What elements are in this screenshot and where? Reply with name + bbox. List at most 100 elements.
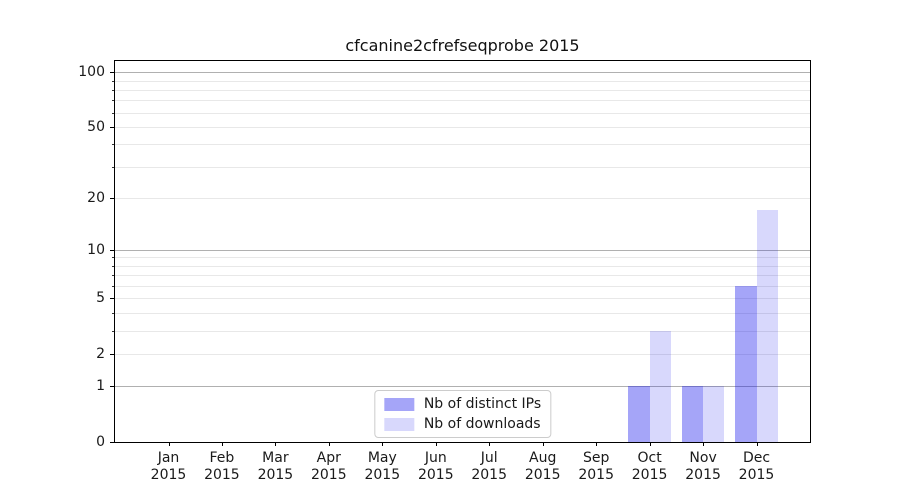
bar xyxy=(703,386,725,442)
x-tick-month: Jun xyxy=(424,450,447,466)
y-axis-tick xyxy=(110,353,114,355)
gridline-minor xyxy=(115,265,810,267)
bar xyxy=(628,386,650,442)
x-axis-tick-label: Feb 2015 xyxy=(190,450,254,484)
y-axis-minor-tick xyxy=(112,313,114,314)
x-tick-month: Apr xyxy=(316,450,341,466)
y-axis-minor-tick xyxy=(112,275,114,277)
x-axis-tick xyxy=(756,442,758,446)
x-tick-year: 2015 xyxy=(738,467,775,484)
gridline-minor xyxy=(115,100,810,102)
x-tick-month: Nov xyxy=(689,450,717,466)
x-axis-tick-label: Oct 2015 xyxy=(618,450,682,484)
legend: Nb of distinct IPs Nb of downloads xyxy=(373,390,552,438)
x-tick-month: Mar xyxy=(262,450,289,466)
y-axis-tick xyxy=(110,442,114,443)
x-axis-tick-label: Sep 2015 xyxy=(564,450,628,484)
x-axis-tick xyxy=(489,442,491,446)
bar xyxy=(681,386,704,442)
x-axis-tick-label: Jul 2015 xyxy=(457,450,521,484)
x-tick-year: 2015 xyxy=(417,467,454,484)
x-tick-month: Aug xyxy=(529,450,557,466)
legend-item: Nb of distinct IPs xyxy=(383,396,542,412)
gridline-major xyxy=(115,72,810,74)
gridline-minor xyxy=(115,298,810,300)
y-axis-tick xyxy=(110,386,114,388)
y-axis-tick xyxy=(110,298,114,300)
gridline-minor xyxy=(115,286,810,287)
y-axis-tick-label: 50 xyxy=(87,118,105,135)
x-tick-month: May xyxy=(367,450,397,466)
y-axis-tick-label: 0 xyxy=(96,434,105,450)
x-axis-tick-label: May 2015 xyxy=(350,450,414,484)
x-axis-tick xyxy=(435,442,437,446)
y-axis-tick xyxy=(110,198,114,199)
x-tick-month: Sep xyxy=(582,450,610,466)
gridline-minor xyxy=(115,257,810,259)
x-axis-tick-label: Apr 2015 xyxy=(297,450,361,484)
bar xyxy=(649,330,671,442)
x-tick-year: 2015 xyxy=(310,467,347,484)
legend-swatch xyxy=(383,417,414,431)
gridline-major xyxy=(115,386,810,388)
y-axis-minor-tick xyxy=(112,286,114,287)
x-axis-tick xyxy=(649,442,651,446)
y-axis-tick xyxy=(110,126,114,128)
bar xyxy=(735,286,757,442)
y-axis-minor-tick xyxy=(112,265,114,267)
gridline-minor xyxy=(115,198,810,199)
gridline-minor xyxy=(115,89,810,91)
x-axis-tick xyxy=(382,442,384,446)
y-axis-minor-tick xyxy=(112,330,114,332)
y-axis-tick-label: 100 xyxy=(78,64,105,81)
legend-label: Nb of downloads xyxy=(423,416,541,432)
y-axis-tick-label: 20 xyxy=(87,190,105,206)
y-axis-tick-label: 5 xyxy=(96,290,105,307)
x-tick-month: Feb xyxy=(209,450,235,466)
x-axis-tick-label: Dec 2015 xyxy=(725,450,789,484)
y-axis-tick xyxy=(110,249,114,251)
y-axis-tick xyxy=(110,72,114,74)
x-tick-year: 2015 xyxy=(150,467,187,484)
gridline-minor xyxy=(115,330,810,332)
gridline-minor xyxy=(115,313,810,314)
x-tick-year: 2015 xyxy=(631,467,668,484)
x-axis-tick xyxy=(275,442,277,446)
x-tick-year: 2015 xyxy=(204,467,240,484)
x-axis-tick xyxy=(221,442,223,446)
gridline-minor xyxy=(115,275,810,277)
y-axis-tick-label: 2 xyxy=(96,345,105,362)
x-axis-tick xyxy=(703,442,705,446)
x-tick-year: 2015 xyxy=(364,467,401,484)
x-axis-tick-label: Jun 2015 xyxy=(404,450,468,484)
y-axis-minor-tick xyxy=(112,112,114,114)
y-axis-minor-tick xyxy=(112,89,114,91)
bar xyxy=(756,210,778,442)
legend-swatch xyxy=(383,397,414,411)
legend-label: Nb of distinct IPs xyxy=(423,396,542,412)
x-tick-year: 2015 xyxy=(524,467,561,484)
chart-title: cfcanine2cfrefseqprobe 2015 xyxy=(345,36,580,55)
x-tick-month: Oct xyxy=(637,450,662,466)
plot-area: 0 1 2 5 10 20 50 100 Jan 2015 Feb 2015 Mar 2015 Apr 201… xyxy=(78,60,811,483)
gridline-major xyxy=(115,249,810,251)
x-tick-year: 2015 xyxy=(257,467,294,484)
y-axis-minor-tick xyxy=(112,80,114,82)
legend-item: Nb of downloads xyxy=(383,416,541,432)
gridline-minor xyxy=(115,112,810,114)
y-axis-minor-tick xyxy=(112,100,114,102)
x-tick-year: 2015 xyxy=(471,467,507,484)
x-tick-month: Jul xyxy=(480,450,498,466)
x-axis-tick-label: Mar 2015 xyxy=(243,450,307,484)
x-axis-tick xyxy=(168,442,170,446)
y-axis-minor-tick xyxy=(112,144,114,146)
x-axis-tick-label: Aug 2015 xyxy=(511,450,575,484)
x-tick-year: 2015 xyxy=(685,467,721,484)
x-tick-year: 2015 xyxy=(578,467,614,484)
x-axis-tick xyxy=(542,442,544,446)
y-axis-tick-label: 10 xyxy=(87,241,105,258)
x-axis-tick xyxy=(596,442,598,446)
x-axis-tick xyxy=(328,442,330,446)
gridline-minor xyxy=(115,126,810,128)
